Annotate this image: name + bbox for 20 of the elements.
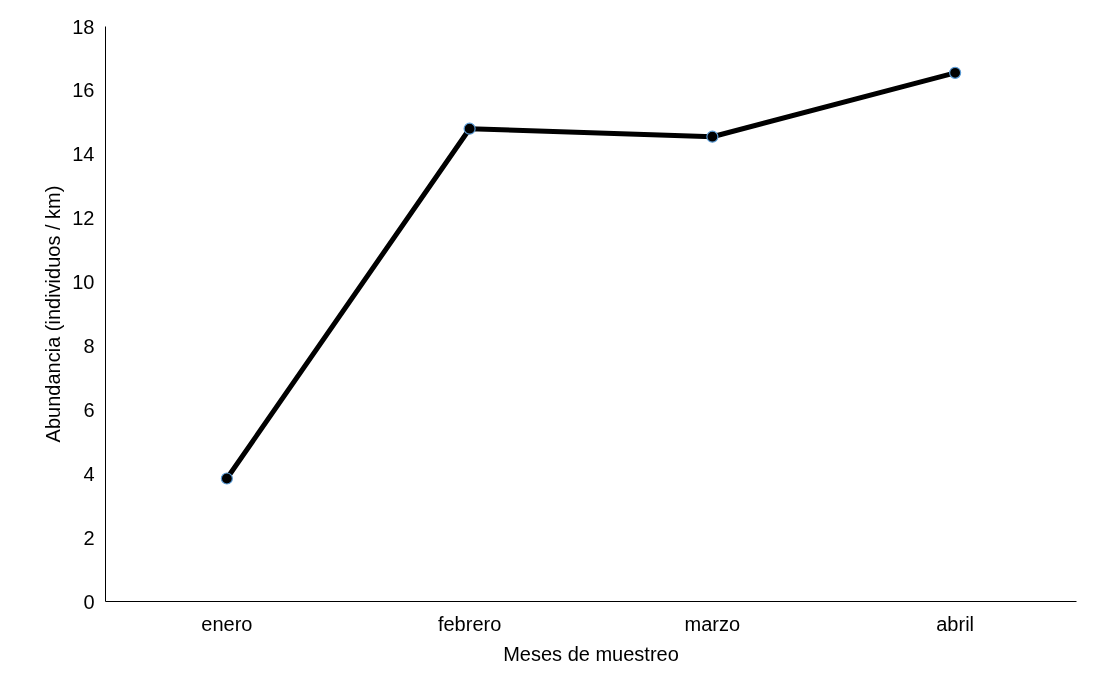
x-tick-label: abril [936,612,975,635]
y-tick-label: 12 [72,207,95,230]
y-axis-title: Abundancia (individuos / km) [42,185,65,443]
point [463,122,476,135]
point [706,130,719,143]
point [949,66,962,79]
y-tick-label: 0 [83,590,95,613]
y-tick-label: 18 [72,15,95,38]
point [220,472,233,485]
y-tick-label: 2 [83,526,95,549]
y-tick-label: 8 [83,334,95,357]
x-tick-label: febrero [437,612,502,635]
y-tick-label: 14 [72,143,95,166]
x-tick-label: marzo [684,612,741,635]
y-tick-label: 4 [83,462,95,485]
y-tick-label: 10 [72,271,95,294]
y-tick-label: 6 [83,398,95,421]
x-axis-title: Meses de muestreo [503,642,679,665]
x-tick-label: enero [201,612,253,635]
y-tick-label: 16 [72,79,95,102]
